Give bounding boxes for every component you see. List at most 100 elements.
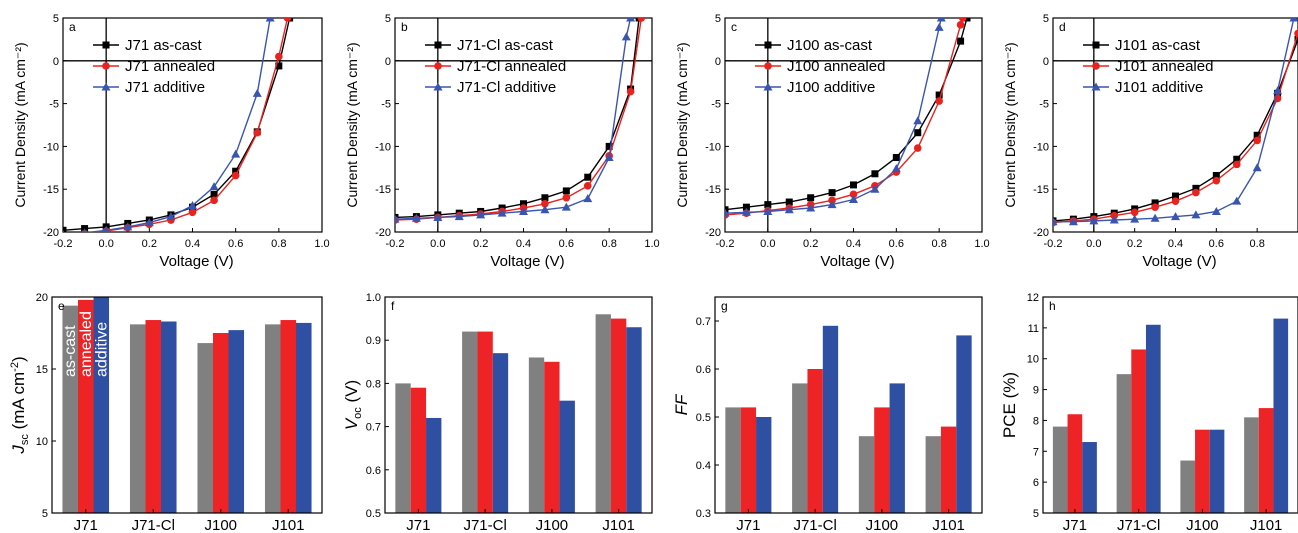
data-point bbox=[958, 18, 967, 22]
y-tick-label: -5 bbox=[49, 99, 59, 111]
data-point bbox=[188, 208, 197, 217]
data-point bbox=[63, 226, 67, 232]
bar-annealed bbox=[1131, 349, 1146, 513]
legend-entry: J101 as-cast bbox=[1115, 37, 1201, 54]
x-tick-label: 0.0 bbox=[430, 238, 445, 250]
y-tick-label: 15 bbox=[36, 364, 48, 376]
bar-additive bbox=[161, 321, 177, 513]
data-point bbox=[275, 62, 283, 70]
y-tick-label: 5 bbox=[53, 13, 59, 25]
data-point bbox=[1171, 197, 1180, 205]
data-point bbox=[1212, 176, 1221, 185]
legend-marker bbox=[763, 82, 773, 91]
bar-layer bbox=[62, 297, 312, 513]
data-point bbox=[935, 91, 943, 99]
bar-as-cast bbox=[1180, 460, 1196, 513]
bar-as-cast bbox=[1052, 426, 1068, 513]
x-category-label: J71 bbox=[406, 517, 430, 533]
plot-frame bbox=[714, 296, 983, 514]
legend-entry: J100 as-cast bbox=[787, 37, 873, 54]
data-point bbox=[252, 88, 262, 97]
x-tick-label: 0.0 bbox=[99, 238, 114, 250]
x-tick-label: 1.0 bbox=[644, 238, 659, 250]
jv-panel-d: -0.2 0.0 0.2 0.4 0.6 0.8 -20 -15 -10 -5 0 5 Voltage … bbox=[1002, 13, 1298, 270]
data-point bbox=[914, 129, 922, 137]
x-tick-label: 0.6 bbox=[559, 238, 574, 250]
data-point bbox=[1253, 136, 1261, 145]
bar-annealed bbox=[410, 387, 427, 513]
x-tick-label: 0.6 bbox=[1209, 238, 1224, 250]
data-point bbox=[725, 208, 730, 217]
y-tick-label: 0.7 bbox=[696, 316, 711, 328]
bar-annealed bbox=[874, 407, 890, 513]
legend-marker bbox=[102, 41, 110, 49]
data-point bbox=[166, 212, 176, 221]
bar-as-cast bbox=[858, 436, 875, 513]
data-point bbox=[520, 200, 527, 208]
panel-label: a bbox=[69, 20, 76, 34]
legend-marker bbox=[1092, 62, 1100, 70]
y-tick-label: 8 bbox=[1033, 415, 1039, 427]
bar-annealed bbox=[610, 318, 627, 513]
data-point bbox=[828, 189, 836, 197]
x-category-label: J71 bbox=[1063, 517, 1087, 533]
data-point bbox=[806, 203, 816, 212]
y-axis-label: Voc (V) bbox=[342, 380, 364, 430]
data-point bbox=[1211, 206, 1221, 215]
data-point bbox=[1212, 172, 1220, 180]
series-layer bbox=[725, 18, 971, 219]
data-point bbox=[1192, 184, 1200, 192]
y-axis-label: Current Density (mA cm⁻²) bbox=[12, 42, 28, 207]
data-point bbox=[231, 149, 241, 158]
data-point bbox=[850, 181, 857, 189]
y-tick-label: -20 bbox=[705, 227, 721, 239]
data-point bbox=[265, 18, 275, 22]
data-point bbox=[742, 203, 750, 211]
bar-additive bbox=[492, 353, 509, 513]
y-tick-label: 0.6 bbox=[696, 364, 711, 376]
data-point bbox=[870, 184, 880, 193]
x-category-label: J101 bbox=[1250, 517, 1283, 533]
y-tick-label: -5 bbox=[1039, 99, 1049, 111]
y-axis-label-main: PCE (%) bbox=[1000, 372, 1019, 438]
bar-additive bbox=[93, 297, 110, 513]
data-point bbox=[1151, 203, 1159, 211]
data-point bbox=[763, 206, 773, 215]
x-tick-label: 0.8 bbox=[1250, 238, 1265, 250]
data-point bbox=[604, 153, 614, 162]
panel-label: b bbox=[401, 20, 408, 34]
data-point bbox=[209, 182, 219, 191]
data-point bbox=[1130, 208, 1139, 217]
data-point bbox=[1151, 199, 1159, 207]
data-point bbox=[188, 200, 197, 209]
jv-panel-a: -0.2 0.0 0.2 0.4 0.6 0.8 1.0 -20 -15 -10 -5 0 5 Volta… bbox=[12, 13, 330, 270]
y-tick-label: 0.3 bbox=[696, 508, 711, 520]
series-layer bbox=[63, 18, 294, 232]
bar-annealed bbox=[212, 333, 229, 513]
data-point bbox=[1233, 155, 1241, 163]
y-tick-label: 0.6 bbox=[366, 465, 381, 477]
y-tick-label: 0 bbox=[385, 56, 391, 68]
data-point bbox=[913, 144, 922, 152]
bar-as-cast bbox=[462, 331, 478, 513]
data-point bbox=[82, 228, 87, 232]
legend-entry: J101 annealed bbox=[1115, 58, 1213, 75]
data-point bbox=[1232, 196, 1242, 205]
data-point bbox=[725, 206, 729, 214]
y-tick-label: -15 bbox=[1033, 184, 1049, 196]
data-point bbox=[626, 87, 635, 96]
legend-marker bbox=[433, 82, 443, 91]
data-point bbox=[253, 128, 262, 137]
data-point bbox=[764, 201, 772, 209]
data-point bbox=[871, 170, 879, 178]
legend-entry: J71-Cl as-cast bbox=[457, 37, 554, 54]
data-point bbox=[784, 205, 794, 214]
x-tick-label: 0.2 bbox=[142, 238, 157, 250]
bar-annealed bbox=[1258, 408, 1274, 513]
x-tick-label: 0.4 bbox=[1168, 238, 1183, 250]
y-axis-label-main: FF bbox=[672, 393, 691, 415]
data-point bbox=[102, 225, 110, 232]
data-point bbox=[1171, 212, 1180, 221]
series-layer bbox=[1053, 18, 1298, 227]
bar-additive bbox=[296, 322, 312, 513]
